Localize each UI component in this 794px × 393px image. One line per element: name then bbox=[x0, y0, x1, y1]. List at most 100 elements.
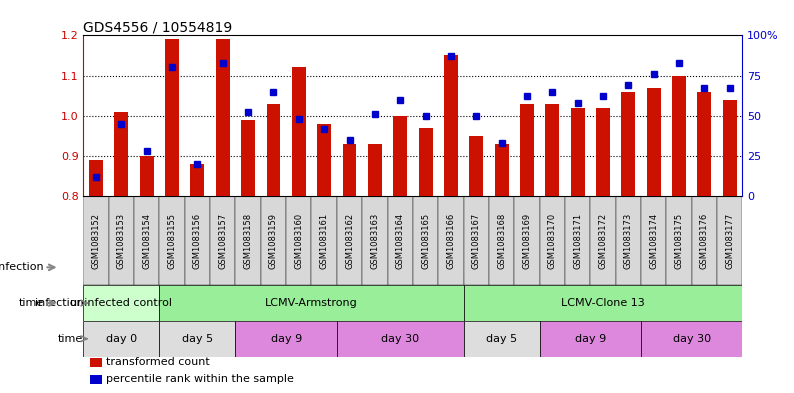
Bar bbox=[160, 321, 236, 356]
Bar bbox=[134, 196, 160, 285]
Bar bbox=[545, 104, 559, 196]
Bar bbox=[515, 196, 540, 285]
Text: LCMV-Clone 13: LCMV-Clone 13 bbox=[561, 298, 645, 308]
Bar bbox=[418, 128, 433, 196]
Bar bbox=[641, 196, 666, 285]
Text: GSM1083170: GSM1083170 bbox=[548, 213, 557, 269]
Bar bbox=[464, 285, 742, 321]
Bar bbox=[596, 108, 610, 196]
Text: GSM1083162: GSM1083162 bbox=[345, 213, 354, 269]
Bar bbox=[160, 196, 185, 285]
Text: GSM1083154: GSM1083154 bbox=[142, 213, 151, 268]
Bar bbox=[260, 196, 286, 285]
Text: day 9: day 9 bbox=[575, 334, 606, 344]
Bar bbox=[444, 55, 458, 196]
Bar bbox=[495, 144, 509, 196]
Bar bbox=[83, 196, 109, 285]
Bar bbox=[83, 285, 160, 321]
Bar bbox=[646, 88, 661, 196]
Text: GSM1083168: GSM1083168 bbox=[497, 213, 506, 269]
Bar bbox=[337, 321, 464, 356]
Text: GSM1083176: GSM1083176 bbox=[700, 213, 709, 269]
Text: GSM1083155: GSM1083155 bbox=[168, 213, 176, 268]
Bar bbox=[160, 285, 464, 321]
Bar bbox=[90, 358, 102, 367]
Bar bbox=[666, 196, 692, 285]
Text: time: time bbox=[18, 298, 44, 308]
Bar bbox=[469, 136, 484, 196]
Bar bbox=[723, 99, 737, 196]
Text: day 30: day 30 bbox=[673, 334, 711, 344]
Bar bbox=[368, 144, 382, 196]
Text: infection: infection bbox=[35, 298, 83, 308]
Text: GSM1083165: GSM1083165 bbox=[421, 213, 430, 269]
Bar bbox=[114, 112, 129, 196]
Text: GSM1083157: GSM1083157 bbox=[218, 213, 227, 269]
Bar bbox=[185, 196, 210, 285]
Text: GSM1083167: GSM1083167 bbox=[472, 213, 480, 269]
Bar bbox=[210, 196, 236, 285]
Bar bbox=[337, 196, 362, 285]
Text: GSM1083158: GSM1083158 bbox=[244, 213, 252, 269]
Text: day 30: day 30 bbox=[381, 334, 419, 344]
Text: GSM1083153: GSM1083153 bbox=[117, 213, 126, 269]
Bar bbox=[393, 116, 407, 196]
Bar bbox=[89, 160, 103, 196]
Text: time: time bbox=[58, 334, 83, 344]
Text: GSM1083160: GSM1083160 bbox=[295, 213, 303, 269]
Text: GSM1083169: GSM1083169 bbox=[522, 213, 531, 269]
Text: day 0: day 0 bbox=[106, 334, 137, 344]
Text: uninfected control: uninfected control bbox=[71, 298, 172, 308]
Bar bbox=[615, 196, 641, 285]
Text: GSM1083166: GSM1083166 bbox=[446, 213, 456, 269]
Text: GSM1083156: GSM1083156 bbox=[193, 213, 202, 269]
Bar bbox=[622, 92, 635, 196]
Bar bbox=[692, 196, 717, 285]
Text: day 9: day 9 bbox=[271, 334, 302, 344]
Text: percentile rank within the sample: percentile rank within the sample bbox=[106, 375, 295, 384]
Bar bbox=[191, 164, 204, 196]
Bar bbox=[342, 144, 357, 196]
Bar bbox=[717, 196, 742, 285]
Text: GSM1083161: GSM1083161 bbox=[320, 213, 329, 269]
Bar bbox=[292, 68, 306, 196]
Bar bbox=[387, 196, 413, 285]
Bar bbox=[140, 156, 154, 196]
Text: GSM1083164: GSM1083164 bbox=[395, 213, 405, 269]
Bar bbox=[590, 196, 615, 285]
Bar bbox=[241, 120, 255, 196]
Bar bbox=[672, 75, 686, 196]
Bar bbox=[438, 196, 464, 285]
Text: GSM1083173: GSM1083173 bbox=[624, 213, 633, 269]
Bar bbox=[83, 321, 160, 356]
Bar bbox=[540, 196, 565, 285]
Bar bbox=[565, 196, 590, 285]
Text: GSM1083152: GSM1083152 bbox=[91, 213, 101, 268]
Bar bbox=[236, 321, 337, 356]
Bar bbox=[362, 196, 387, 285]
Bar bbox=[697, 92, 711, 196]
Bar bbox=[267, 104, 280, 196]
Bar bbox=[571, 108, 584, 196]
Bar bbox=[216, 39, 229, 196]
Text: GSM1083163: GSM1083163 bbox=[370, 213, 380, 269]
Bar bbox=[520, 104, 534, 196]
Bar bbox=[165, 39, 179, 196]
Text: GDS4556 / 10554819: GDS4556 / 10554819 bbox=[83, 20, 233, 34]
Bar bbox=[317, 124, 331, 196]
Text: GSM1083177: GSM1083177 bbox=[725, 213, 734, 269]
Bar bbox=[641, 321, 742, 356]
Bar bbox=[540, 321, 641, 356]
Text: LCMV-Armstrong: LCMV-Armstrong bbox=[265, 298, 358, 308]
Text: GSM1083171: GSM1083171 bbox=[573, 213, 582, 269]
Text: GSM1083175: GSM1083175 bbox=[675, 213, 684, 269]
Bar bbox=[464, 196, 489, 285]
Text: day 5: day 5 bbox=[486, 334, 517, 344]
Bar bbox=[236, 196, 260, 285]
Bar bbox=[413, 196, 438, 285]
Text: day 5: day 5 bbox=[182, 334, 213, 344]
Bar bbox=[109, 196, 134, 285]
Bar bbox=[311, 196, 337, 285]
Text: GSM1083174: GSM1083174 bbox=[649, 213, 658, 269]
Bar bbox=[286, 196, 311, 285]
